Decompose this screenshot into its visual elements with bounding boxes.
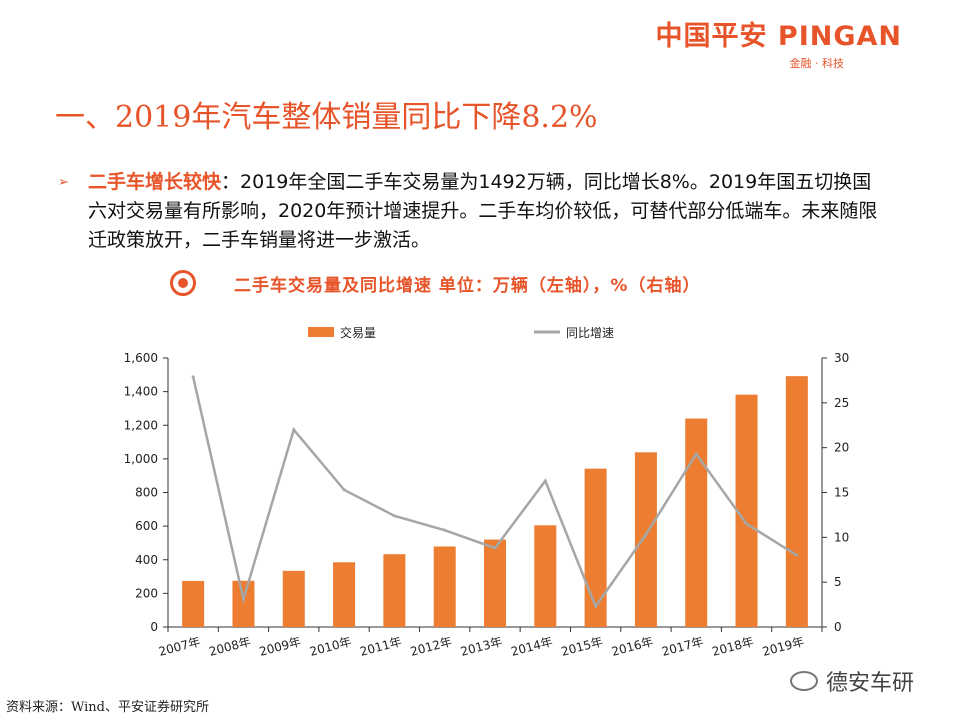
bar-2016年 [634, 452, 657, 627]
y-right-tick-label: 25 [834, 396, 849, 410]
x-tick-label: 2009年 [258, 634, 303, 659]
y-left-tick-label: 800 [135, 486, 158, 500]
arrow-bullet-icon: ➢ [58, 175, 69, 190]
growth-point-2016年 [644, 533, 648, 537]
bar-2009年 [282, 570, 305, 627]
growth-point-2011年 [392, 514, 396, 518]
y-right-tick-label: 20 [834, 441, 849, 455]
y-right-tick-label: 30 [834, 351, 849, 365]
growth-point-2017年 [694, 452, 698, 456]
x-tick-label: 2007年 [157, 634, 202, 659]
growth-point-2013年 [493, 546, 497, 550]
bar-2008年 [232, 580, 255, 627]
bar-2015年 [584, 468, 607, 627]
y-right-tick-label: 0 [834, 620, 842, 634]
x-tick-label: 2008年 [208, 634, 253, 659]
y-left-tick-label: 1,600 [124, 351, 158, 365]
x-tick-label: 2013年 [459, 634, 504, 659]
growth-point-2009年 [292, 428, 296, 432]
bullet-highlight: 二手车增长较快 [88, 171, 222, 193]
legend-bar-swatch [308, 327, 334, 337]
x-tick-label: 2015年 [560, 634, 605, 659]
growth-point-2015年 [594, 604, 598, 608]
growth-point-2007年 [191, 375, 195, 379]
growth-point-2014年 [543, 479, 547, 483]
wechat-watermark: 德安车研 [790, 665, 914, 697]
bar-2019年 [785, 376, 808, 627]
x-tick-label: 2018年 [711, 634, 756, 659]
x-tick-label: 2010年 [308, 634, 353, 659]
y-left-tick-label: 200 [135, 586, 158, 600]
y-right-tick-label: 5 [834, 575, 842, 589]
y-left-tick-label: 1,000 [124, 452, 158, 466]
growth-point-2008年 [241, 597, 245, 601]
y-left-tick-label: 1,200 [124, 418, 158, 432]
growth-point-2018年 [745, 522, 749, 526]
legend-line-label: 同比增速 [566, 326, 614, 340]
bullet-body: ：2019年全国二手车交易量为1492万辆，同比增长8%。2019年国五切换国六… [88, 171, 878, 251]
bar-2010年 [333, 562, 356, 627]
bar-2018年 [735, 394, 758, 627]
x-tick-label: 2016年 [610, 634, 655, 659]
slide-title: 一、2019年汽车整体销量同比下降8.2% [55, 100, 598, 135]
legend-bar-label: 交易量 [340, 325, 376, 340]
y-right-tick-label: 10 [834, 530, 849, 544]
pingan-logo: 中国平安 PINGAN 金融 · 科技 [656, 14, 903, 71]
bullet-paragraph: ➢ 二手车增长较快：2019年全国二手车交易量为1492万辆，同比增长8%。20… [58, 168, 888, 255]
y-left-tick-label: 400 [135, 553, 158, 567]
wechat-icon [790, 671, 818, 691]
x-tick-label: 2014年 [509, 634, 554, 659]
growth-point-2010年 [342, 488, 346, 492]
target-circle-icon [170, 270, 196, 296]
growth-point-2012年 [443, 528, 447, 532]
y-right-tick-label: 15 [834, 486, 849, 500]
y-left-tick-label: 600 [135, 519, 158, 533]
bar-2017年 [685, 418, 708, 627]
bar-2013年 [484, 539, 506, 627]
logo-tagline: 金融 · 科技 [789, 57, 845, 70]
y-left-tick-label: 1,400 [124, 385, 158, 399]
x-tick-label: 2012年 [409, 634, 454, 659]
watermark-text: 德安车研 [826, 671, 915, 696]
bar-2011年 [383, 554, 406, 627]
chart-header: 二手车交易量及同比增速 单位：万辆（左轴），%（右轴） [170, 270, 700, 296]
x-tick-label: 2017年 [660, 634, 705, 659]
bar-2007年 [182, 580, 205, 627]
x-tick-label: 2019年 [761, 634, 806, 659]
source-note: 资料来源：Wind、平安证券研究所 [6, 700, 209, 715]
growth-point-2019年 [795, 553, 799, 557]
logo-main-text: 中国平安 PINGAN [655, 21, 902, 52]
y-left-tick-label: 0 [150, 620, 158, 634]
bar-2012年 [433, 546, 456, 627]
x-tick-label: 2011年 [358, 634, 403, 659]
chart-title: 二手车交易量及同比增速 单位：万辆（左轴），%（右轴） [234, 275, 701, 296]
bar-2014年 [534, 525, 557, 627]
